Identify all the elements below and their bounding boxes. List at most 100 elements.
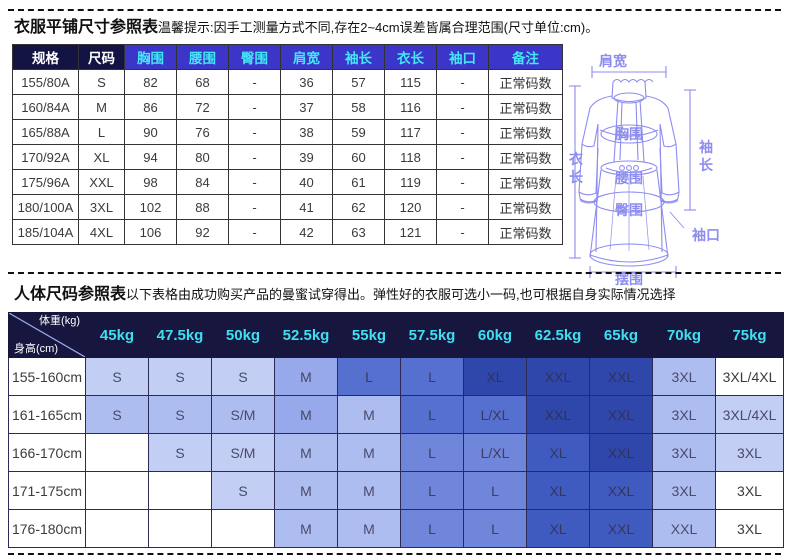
size-cell-hip: - bbox=[228, 119, 281, 145]
size-recommendation-cell: S bbox=[85, 357, 149, 396]
size-recommendation-cell: L bbox=[400, 357, 464, 396]
size-recommendation-cell: 3XL bbox=[715, 471, 784, 510]
size-cell-remark: 正常码数 bbox=[488, 219, 563, 245]
weight-column-header: 45kg bbox=[85, 312, 149, 358]
section1-note: 温馨提示:因手工测量方式不同,存在2~4cm误差皆属合理范围(尺寸单位:cm)。 bbox=[158, 20, 599, 35]
size-cell-bust: 98 bbox=[124, 169, 177, 195]
size-recommendation-cell: M bbox=[337, 395, 401, 434]
table-row: 155/80A S 82 68-36 57 115- 正常码数 bbox=[12, 69, 563, 95]
size-cell-remark: 正常码数 bbox=[488, 119, 563, 145]
section2-note: 以下表格由成功购买产品的曼蜜试穿得出。弹性好的衣服可选小一码,也可根据自身实际情… bbox=[126, 287, 676, 302]
garment-diagram: 肩宽 胸围 腰围 臀围 摆围 衣 长 袖 长 袖口 bbox=[566, 52, 784, 288]
size-cell-sleeve: 62 bbox=[332, 194, 385, 220]
size-cell-spec: 185/104A bbox=[12, 219, 79, 245]
height-row-label: 166-170cm bbox=[8, 433, 86, 472]
size-recommendation-cell: S bbox=[148, 433, 212, 472]
size-recommendation-cell: S/M bbox=[211, 433, 275, 472]
size-cell-spec: 165/88A bbox=[12, 119, 79, 145]
table-row: 155-160cm S S S M L L XL XXL XXL 3XL 3XL/4XL bbox=[8, 357, 784, 396]
table-row: 185/104A 4XL 106 92-42 63 121- 正常码数 bbox=[12, 219, 563, 245]
size-recommendation-cell: XL bbox=[463, 357, 527, 396]
height-row-label: 161-165cm bbox=[8, 395, 86, 434]
size-recommendation-cell: M bbox=[274, 471, 338, 510]
diagram-label-waist: 腰围 bbox=[614, 170, 643, 186]
diagram-label-hem: 摆围 bbox=[615, 271, 643, 287]
weight-column-header: 62.5kg bbox=[526, 312, 590, 358]
size-recommendation-cell: L bbox=[400, 433, 464, 472]
size-cell-bust: 94 bbox=[124, 144, 177, 170]
size-recommendation-cell: S bbox=[211, 357, 275, 396]
size-cell-size: 4XL bbox=[78, 219, 125, 245]
size-recommendation-cell: 3XL bbox=[652, 433, 716, 472]
size-cell-size: M bbox=[78, 94, 125, 120]
size-recommendation-cell: 3XL/4XL bbox=[715, 357, 784, 396]
dashed-separator-top bbox=[8, 9, 781, 11]
dashed-separator-middle bbox=[8, 272, 781, 274]
size-header-shoulder: 肩宽 bbox=[280, 44, 333, 70]
height-row-label: 176-180cm bbox=[8, 509, 86, 548]
size-cell-sleeve: 57 bbox=[332, 69, 385, 95]
size-cell-bust: 106 bbox=[124, 219, 177, 245]
size-cell-spec: 170/92A bbox=[12, 144, 79, 170]
size-cell-size: S bbox=[78, 69, 125, 95]
size-cell-length: 119 bbox=[384, 169, 437, 195]
size-cell-hip: - bbox=[228, 144, 281, 170]
size-cell-hip: - bbox=[228, 169, 281, 195]
size-cell-remark: 正常码数 bbox=[488, 194, 563, 220]
size-recommendation-cell: M bbox=[274, 509, 338, 548]
table-row: 161-165cm S S S/M M M L L/XL XXL XXL 3XL 3XL/4XL bbox=[8, 395, 784, 434]
diagram-label-length2: 长 bbox=[569, 169, 584, 185]
size-recommendation-cell: L bbox=[400, 509, 464, 548]
table-row: 165/88A L 90 76-38 59 117- 正常码数 bbox=[12, 119, 563, 145]
size-recommendation-cell: S bbox=[148, 357, 212, 396]
size-header-waist: 腰围 bbox=[176, 44, 229, 70]
size-cell-length: 116 bbox=[384, 94, 437, 120]
table-row: 176-180cm M M L L XL XXL XXL 3XL bbox=[8, 509, 784, 548]
size-recommendation-cell: 3XL bbox=[652, 471, 716, 510]
size-cell-hip: - bbox=[228, 94, 281, 120]
size-recommendation-cell: XXL bbox=[526, 395, 590, 434]
size-recommendation-cell: M bbox=[337, 433, 401, 472]
size-recommendation-cell: S bbox=[148, 395, 212, 434]
size-cell-size: XXL bbox=[78, 169, 125, 195]
size-recommendation-cell: L/XL bbox=[463, 433, 527, 472]
size-recommendation-cell bbox=[211, 509, 275, 548]
size-cell-shoulder: 37 bbox=[280, 94, 333, 120]
size-cell-hip: - bbox=[228, 219, 281, 245]
size-recommendation-cell: L/XL bbox=[463, 395, 527, 434]
size-cell-cuff: - bbox=[436, 194, 489, 220]
weight-column-header: 60kg bbox=[463, 312, 527, 358]
size-cell-shoulder: 40 bbox=[280, 169, 333, 195]
size-cell-waist: 72 bbox=[176, 94, 229, 120]
body-size-table: 体重(kg) 身高(cm) 45kg 47.5kg 50kg 52.5kg 55kg 57… bbox=[8, 312, 784, 548]
diagram-label-sleeve: 袖 bbox=[699, 139, 713, 155]
section2-title: 人体尺码参照表 bbox=[14, 286, 127, 303]
size-cell-remark: 正常码数 bbox=[488, 144, 563, 170]
garment-size-section: 衣服平铺尺寸参照表温馨提示:因手工测量方式不同,存在2~4cm误差皆属合理范围(… bbox=[0, 18, 789, 287]
table-row: 160/84A M 86 72-37 58 116- 正常码数 bbox=[12, 94, 563, 120]
size-cell-shoulder: 36 bbox=[280, 69, 333, 95]
size-header-bust: 胸围 bbox=[124, 44, 177, 70]
size-table-body: 155/80A S 82 68-36 57 115- 正常码数 160/84A M 86 72-37… bbox=[12, 69, 563, 245]
weight-column-header: 55kg bbox=[337, 312, 401, 358]
body-size-section: 人体尺码参照表以下表格由成功购买产品的曼蜜试穿得出。弹性好的衣服可选小一码,也可… bbox=[0, 284, 789, 548]
table-row: 166-170cm S S/M M M L L/XL XL XXL 3XL 3XL bbox=[8, 433, 784, 472]
diagram-label-cuff: 袖口 bbox=[692, 227, 720, 243]
diagram-label-shoulder: 肩宽 bbox=[599, 53, 627, 69]
size-recommendation-cell: M bbox=[337, 509, 401, 548]
size-recommendation-cell: L bbox=[400, 471, 464, 510]
size-recommendation-cell: M bbox=[274, 433, 338, 472]
size-cell-spec: 160/84A bbox=[12, 94, 79, 120]
size-header-cuff: 袖口 bbox=[436, 44, 489, 70]
size-recommendation-cell: 3XL/4XL bbox=[715, 395, 784, 434]
size-cell-waist: 84 bbox=[176, 169, 229, 195]
height-row-label: 155-160cm bbox=[8, 357, 86, 396]
size-recommendation-cell: XXL bbox=[589, 433, 653, 472]
size-recommendation-cell: M bbox=[274, 357, 338, 396]
size-recommendation-cell: XXL bbox=[589, 395, 653, 434]
size-cell-size: 3XL bbox=[78, 194, 125, 220]
weight-column-header: 65kg bbox=[589, 312, 653, 358]
size-cell-length: 120 bbox=[384, 194, 437, 220]
size-recommendation-cell: XXL bbox=[652, 509, 716, 548]
size-cell-remark: 正常码数 bbox=[488, 169, 563, 195]
